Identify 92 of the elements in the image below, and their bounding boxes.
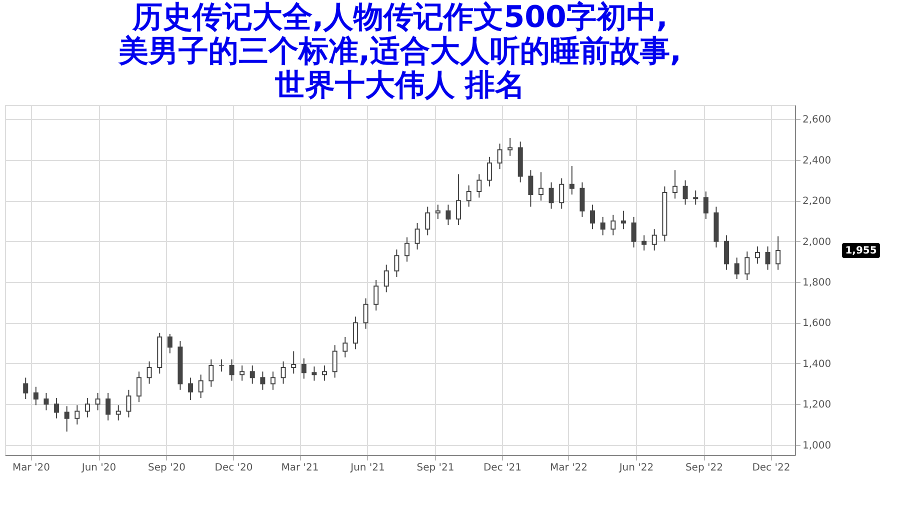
candlestick (116, 404, 121, 421)
x-tick-label: Jun '20 (80, 462, 116, 474)
candlestick (528, 170, 534, 208)
candlestick (590, 204, 596, 230)
candlestick (435, 204, 440, 220)
y-tick-label: 1,800 (802, 278, 832, 289)
candlestick (559, 178, 564, 210)
candlestick (446, 204, 451, 226)
candlestick (456, 174, 462, 226)
candlestick (497, 143, 502, 170)
candlestick (600, 216, 606, 236)
candlestick (394, 248, 400, 278)
candlestick (312, 366, 317, 382)
candlestick (240, 364, 245, 382)
candlestick (44, 392, 49, 411)
candlestick (569, 166, 574, 196)
candlestick (744, 251, 750, 280)
candlestick (106, 392, 111, 421)
candlestick (363, 298, 368, 330)
candlestick (33, 386, 38, 406)
candlestick (167, 333, 172, 354)
candlestick (404, 236, 410, 262)
y-tick-label: 1,600 (802, 318, 832, 330)
candlestick (754, 246, 760, 264)
candlestick (260, 371, 266, 390)
candlestick (74, 404, 80, 425)
candlestick (508, 137, 513, 156)
candlestick (610, 214, 616, 236)
candlestick (682, 180, 688, 206)
candlestick (476, 174, 482, 198)
candlestick (486, 156, 492, 187)
candlestick (291, 350, 296, 374)
x-tick-label: Jun '22 (618, 462, 654, 474)
candlestick (548, 182, 554, 210)
candlestick (765, 246, 770, 270)
candlestick (146, 360, 152, 384)
y-tick-label: 2,400 (802, 155, 832, 166)
candlestick (631, 216, 636, 248)
candlestick (270, 371, 276, 390)
candlestick (342, 336, 348, 358)
candlestick (126, 389, 132, 418)
y-tick-label: 2,000 (802, 236, 832, 248)
candlestick (703, 190, 708, 220)
candlestick (280, 360, 286, 384)
candlestick (652, 228, 657, 251)
candlestick (208, 358, 214, 388)
candlestick (352, 316, 358, 350)
candlestick (229, 358, 234, 382)
y-tick-label: 1,400 (802, 358, 832, 370)
x-tick-label: Mar '20 (12, 462, 50, 474)
candlestick (95, 392, 100, 411)
candlestick (734, 257, 740, 280)
candlestick (672, 170, 678, 200)
y-tick-label: 1,000 (802, 440, 832, 452)
candlestick (332, 344, 338, 378)
x-tick-label: Dec '22 (752, 462, 790, 474)
x-tick-label: Sep '21 (416, 462, 454, 474)
x-tick-label: Sep '22 (685, 462, 723, 474)
candlestick (23, 377, 28, 400)
candlestick (724, 234, 730, 270)
candlestick (218, 358, 224, 372)
candlestick (84, 398, 90, 418)
candlestick (64, 406, 70, 432)
candlestick (54, 398, 60, 419)
candlestick (620, 210, 626, 230)
x-tick-label: Jun '21 (350, 462, 385, 474)
candlestick (466, 184, 472, 208)
candlestick (188, 377, 194, 401)
x-tick-label: Dec '20 (214, 462, 253, 474)
candlestick (580, 182, 585, 218)
candlestick (414, 222, 420, 250)
y-tick-label: 1,200 (802, 400, 832, 411)
chart-title: 历史传记大全,人物传记作文500字初中,美男子的三个标准,适合大人听的睡前故事,世界十大伟人 排名 (118, 0, 682, 103)
x-tick-label: Dec '21 (483, 462, 522, 474)
x-tick-label: Sep '20 (148, 462, 186, 474)
candlestick (250, 364, 255, 384)
x-tick-label: Mar '21 (281, 462, 319, 474)
candlestick (374, 280, 379, 312)
candlestick (301, 358, 306, 380)
candlestick (136, 371, 142, 403)
y-tick-label: 2,600 (802, 114, 832, 126)
text: 1,955 (845, 245, 877, 256)
x-tick-label: Mar '22 (550, 462, 588, 474)
candlestick (322, 364, 328, 382)
candlestick (776, 236, 781, 270)
candlestick (425, 206, 430, 236)
candlestick (693, 190, 698, 206)
candlestick (538, 172, 544, 202)
y-tick-label: 2,200 (802, 196, 832, 208)
candlestick (198, 374, 204, 399)
candlestick (384, 264, 389, 293)
candlestick (642, 234, 647, 251)
